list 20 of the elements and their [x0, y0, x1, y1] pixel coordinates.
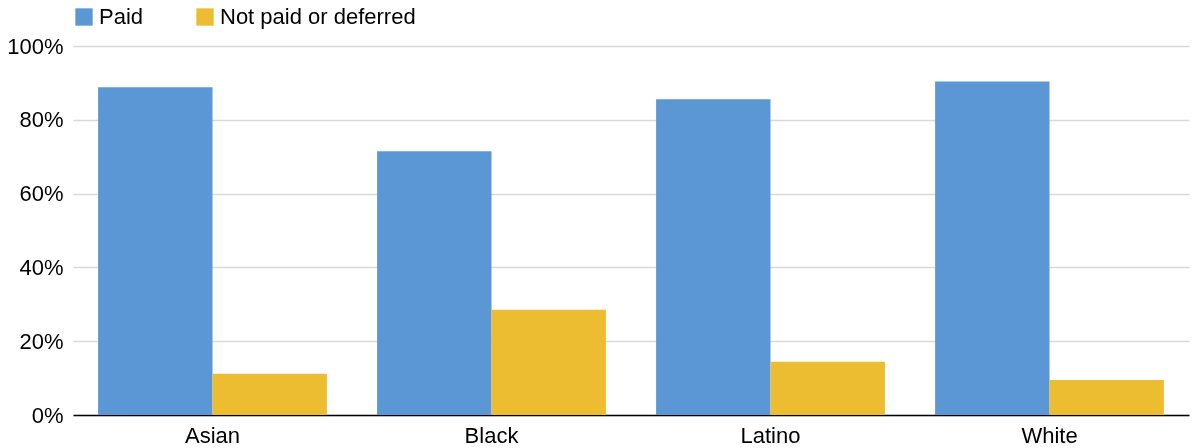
y-tick-label: 80% [19, 107, 64, 133]
x-tick-label: Latino [740, 422, 801, 448]
bar [935, 81, 1050, 415]
bar [656, 99, 771, 415]
x-tick-label: Asian [184, 422, 241, 448]
bar [377, 151, 492, 415]
x-tick-label: White [1021, 422, 1078, 448]
bar [98, 87, 213, 415]
bar [770, 361, 885, 415]
legend-label: Paid [99, 4, 144, 29]
y-tick-label: 20% [19, 328, 64, 354]
bar [1049, 379, 1164, 415]
bar [491, 309, 606, 415]
y-tick-label: 40% [19, 254, 64, 280]
y-tick-label: 60% [19, 181, 64, 207]
bar [212, 373, 327, 415]
y-tick-label: 100% [7, 33, 64, 59]
legend-label: Not paid or deferred [220, 4, 416, 29]
y-tick-label: 0% [31, 402, 64, 428]
x-tick-label: Black [464, 422, 520, 448]
